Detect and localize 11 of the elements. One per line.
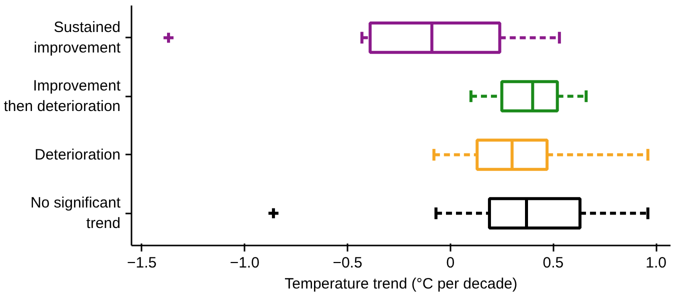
y-tick-label: Sustained improvement	[34, 18, 122, 56]
x-tick-label: 0.5	[542, 254, 564, 272]
y-tick-label: No significant trend	[30, 194, 122, 232]
x-tick-label: −0.5	[332, 254, 362, 272]
x-axis-title: Temperature trend (°C per decade)	[284, 276, 518, 292]
x-tick-label: 1.0	[646, 254, 667, 272]
x-tick-label: −1.5	[126, 254, 157, 272]
y-tick-label: Improvement then deterioration	[4, 78, 122, 115]
y-tick-label: Deterioration	[34, 146, 121, 164]
x-tick-label: 0	[446, 254, 455, 272]
x-tick-label: −1.0	[230, 254, 260, 272]
